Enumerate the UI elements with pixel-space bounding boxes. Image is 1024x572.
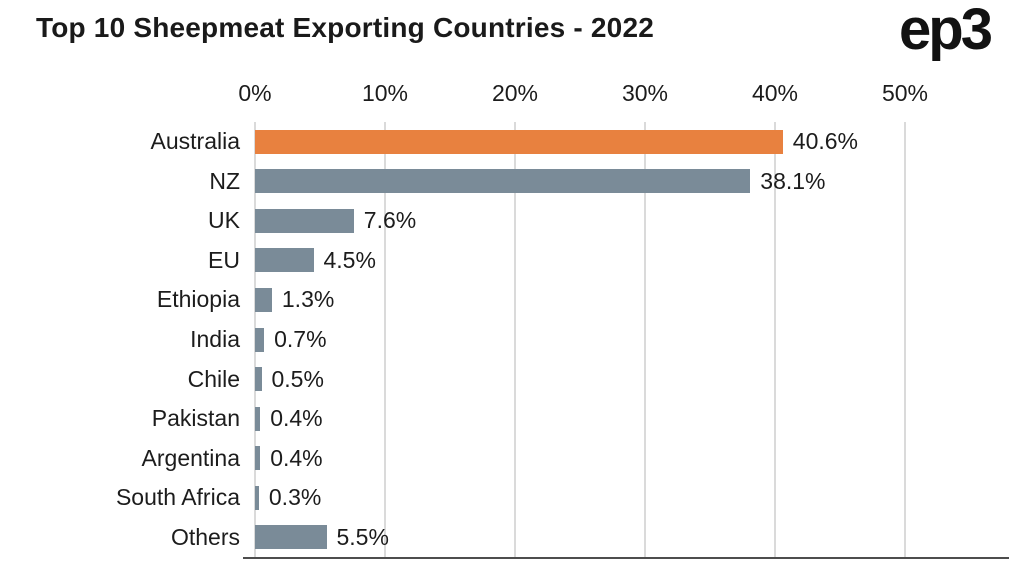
value-label: 40.6% (792, 128, 859, 155)
bar-area: 38.1% (255, 162, 905, 202)
value-label: 0.5% (271, 365, 324, 392)
bar-pakistan (255, 406, 261, 431)
category-label: Others (170, 523, 240, 550)
category-label: Pakistan (151, 405, 240, 432)
gridline (904, 122, 906, 557)
gridline (514, 122, 516, 557)
bar-area: 0.3% (255, 478, 905, 518)
axis-tick-label: 20% (491, 80, 539, 106)
chart-row: UK 7.6% (0, 201, 1024, 241)
chart-row: India 0.7% (0, 320, 1024, 360)
bar-australia (255, 129, 783, 154)
category-label: EU (208, 246, 240, 273)
bar-area: 0.5% (255, 359, 905, 399)
chart-row: Australia 40.6% (0, 122, 1024, 162)
chart-row: Ethiopia 1.3% (0, 280, 1024, 320)
category-label: India (190, 326, 240, 352)
axis-tick-label: 40% (751, 80, 799, 106)
bar-area: 7.6% (255, 201, 905, 241)
category-label: South Africa (115, 484, 240, 511)
bar-uk (255, 208, 354, 233)
bar-south-africa (255, 485, 259, 510)
bar-chile (255, 367, 262, 392)
chart-row: NZ 38.1% (0, 162, 1024, 202)
bar-area: 0.4% (255, 399, 905, 439)
bar-area: 40.6% (255, 122, 905, 162)
x-axis-baseline (243, 557, 1009, 559)
bar-others (255, 525, 327, 550)
bar-area: 1.3% (255, 280, 905, 320)
category-label: NZ (209, 167, 240, 194)
value-label: 0.4% (270, 444, 323, 471)
category-label: Ethiopia (156, 286, 240, 313)
value-label: 0.4% (270, 405, 323, 432)
axis-tick-label: 0% (238, 80, 272, 106)
axis-tick-label: 50% (881, 80, 929, 106)
category-label: Australia (150, 128, 240, 155)
value-label: 0.7% (274, 326, 327, 352)
bar-eu (255, 248, 314, 273)
bar-area: 5.5% (255, 517, 905, 557)
value-label: 0.3% (268, 484, 322, 511)
category-label: Argentina (141, 444, 240, 471)
chart-row: Others 5.5% (0, 517, 1024, 557)
chart-row: Chile 0.5% (0, 359, 1024, 399)
bar-nz (255, 169, 751, 194)
x-axis: 0% 10% 20% 30% 40% 50% (238, 80, 928, 110)
bar-area: 4.5% (255, 241, 905, 281)
value-label: 38.1% (760, 167, 826, 194)
bar-ethiopia (255, 287, 272, 312)
chart-row: EU 4.5% (0, 241, 1024, 281)
bar-area: 0.4% (255, 438, 905, 478)
chart-row: Argentina 0.4% (0, 438, 1024, 478)
bar-chart: Australia 40.6% NZ 38.1% UK 7.6% EU 4.5% Ethiopi… (0, 122, 1024, 557)
chart-row: Pakistan 0.4% (0, 399, 1024, 439)
category-label: UK (208, 207, 240, 234)
bar-india (255, 327, 265, 352)
axis-tick-label: 10% (361, 80, 409, 106)
gridline (774, 122, 776, 557)
bar-argentina (255, 446, 261, 471)
gridline (644, 122, 646, 557)
chart-title: Top 10 Sheepmeat Exporting Countries - 2… (36, 12, 654, 43)
bar-area: 0.7% (255, 320, 905, 360)
value-label: 5.5% (336, 523, 389, 550)
axis-tick-label: 30% (621, 80, 669, 106)
value-label: 1.3% (281, 286, 335, 313)
ep3-logo: ep3 (899, 0, 993, 62)
value-label: 4.5% (323, 246, 376, 273)
category-label: Chile (187, 365, 240, 392)
value-label: 7.6% (363, 207, 417, 234)
chart-row: South Africa 0.3% (0, 478, 1024, 518)
gridline (384, 122, 386, 557)
